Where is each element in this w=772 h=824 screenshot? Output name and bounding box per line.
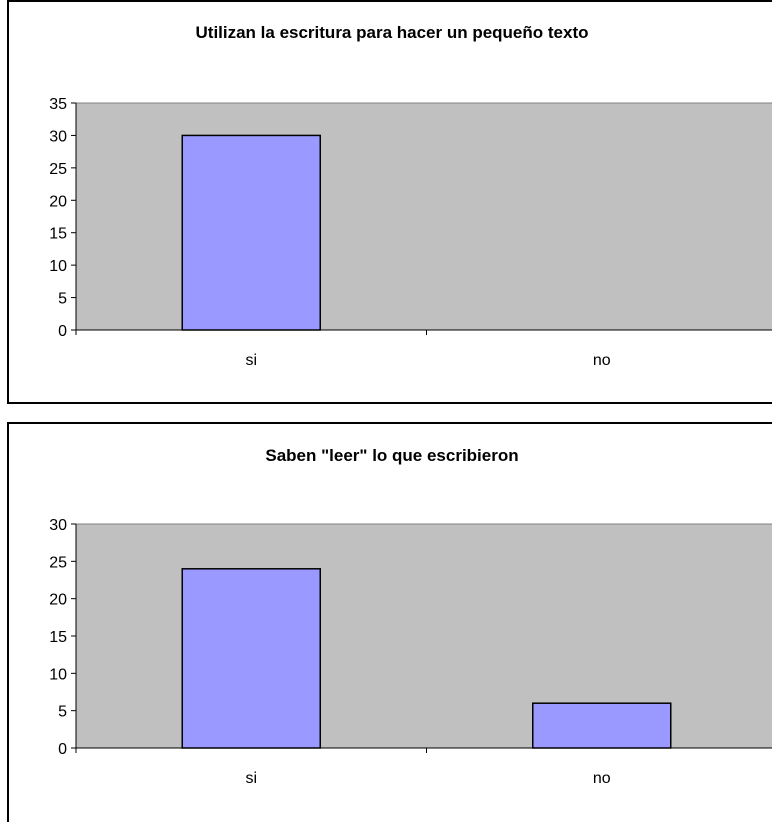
x-category-label: si — [245, 770, 257, 787]
x-category-label: no — [593, 352, 611, 369]
bar-si — [181, 134, 321, 331]
x-category-label: si — [245, 352, 257, 369]
y-tick-label: 30 — [49, 517, 67, 534]
bar-no — [532, 702, 672, 749]
y-tick-label: 25 — [49, 161, 67, 178]
y-tick-label: 25 — [49, 554, 67, 571]
chart-panel-leer: Saben "leer" lo que escribieron 0 5 10 15 20… — [7, 422, 772, 822]
y-tick-label: 10 — [49, 666, 67, 683]
y-tick-label: 5 — [58, 704, 67, 721]
y-tick-label: 15 — [49, 629, 67, 646]
bar-chart-escritura: Utilizan la escritura para hacer un pequ… — [49, 23, 772, 369]
y-tick-label: 15 — [49, 226, 67, 243]
chart-panel-escritura: Utilizan la escritura para hacer un pequ… — [7, 0, 772, 404]
bar-si — [181, 568, 321, 749]
y-tick-label: 10 — [49, 258, 67, 275]
y-tick-label: 30 — [49, 128, 67, 145]
y-tick-label: 0 — [58, 741, 67, 758]
y-tick-label: 20 — [49, 592, 67, 609]
chart-title: Utilizan la escritura para hacer un pequ… — [196, 23, 589, 42]
x-category-label: no — [593, 770, 611, 787]
y-tick-label: 0 — [58, 323, 67, 340]
chart-title: Saben "leer" lo que escribieron — [265, 446, 518, 465]
y-tick-label: 35 — [49, 96, 67, 113]
y-tick-label: 20 — [49, 193, 67, 210]
y-tick-label: 5 — [58, 291, 67, 308]
bar-chart-leer: Saben "leer" lo que escribieron 0 5 10 15 20… — [49, 446, 772, 787]
plot-area — [75, 102, 772, 331]
